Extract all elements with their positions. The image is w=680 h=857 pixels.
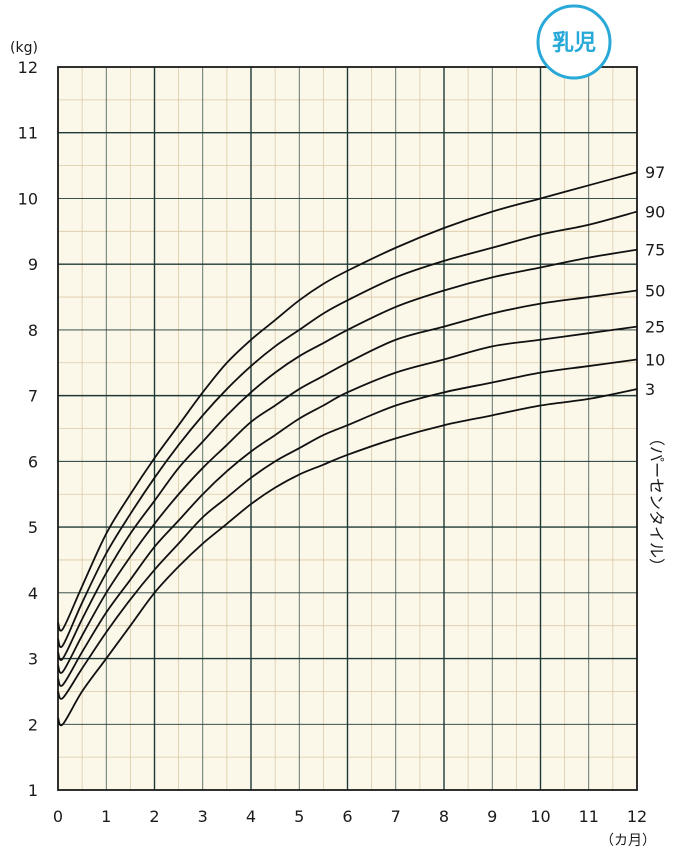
percentile-labels: 97 90 75 50 25 10 3: [645, 163, 665, 399]
x-tick-label: 1: [101, 807, 111, 826]
percentile-curves: [57, 171, 638, 727]
x-tick-label: 3: [198, 807, 208, 826]
y-tick-label: 11: [18, 124, 38, 143]
x-tick-label: 11: [579, 807, 599, 826]
x-tick-label: 0: [53, 807, 63, 826]
badge-label: 乳児: [552, 30, 596, 56]
x-tick-label: 2: [149, 807, 159, 826]
y-tick-label: 4: [28, 584, 38, 603]
x-tick-label: 12: [627, 807, 647, 826]
x-tick-label: 8: [439, 807, 449, 826]
x-tick-label: 6: [342, 807, 352, 826]
percentile-curve-3: [57, 388, 638, 727]
major-grid: [58, 67, 637, 790]
y-tick-label: 12: [18, 58, 38, 77]
x-tick-label: 9: [487, 807, 497, 826]
y-tick-label: 8: [28, 321, 38, 340]
percentile-curve-25: [57, 325, 638, 687]
percentile-label-50: 50: [645, 281, 665, 300]
percentile-label-10: 10: [645, 350, 665, 369]
y-tick-label: 1: [28, 781, 38, 800]
percentile-curve-97: [57, 171, 638, 632]
y-axis-unit-label: (kg): [10, 40, 38, 56]
x-tick-label: 10: [530, 807, 550, 826]
percentile-label-3: 3: [645, 380, 655, 399]
percentile-curve-90: [57, 210, 638, 648]
y-tick-label: 3: [28, 650, 38, 669]
infant-badge: 乳児: [536, 4, 612, 80]
x-tick-label: 5: [294, 807, 304, 826]
percentile-curve-10: [57, 358, 638, 700]
y-tick-label: 10: [18, 189, 38, 208]
percentile-curve-50: [57, 289, 638, 674]
plot-frame: [57, 66, 638, 791]
y-tick-label: 2: [28, 715, 38, 734]
percentile-curve-75: [57, 248, 638, 661]
x-axis-unit-label: （カ月）: [600, 833, 656, 849]
y-tick-label: 7: [28, 387, 38, 406]
badge-circle: [536, 4, 612, 80]
x-tick-labels: 0 1 2 3 4 5 6 7 8 9 10 11 12: [53, 807, 647, 826]
y-tick-label: 6: [28, 452, 38, 471]
percentile-label-75: 75: [645, 241, 665, 260]
percentile-label-97: 97: [645, 163, 665, 182]
x-tick-label: 4: [246, 807, 256, 826]
percentile-label-25: 25: [645, 318, 665, 337]
percentile-label-90: 90: [645, 203, 665, 222]
x-tick-label: 7: [391, 807, 401, 826]
y-tick-label: 5: [28, 518, 38, 537]
y-tick-label: 9: [28, 255, 38, 274]
percentile-axis-label: （パーセンタイル）: [647, 430, 666, 574]
